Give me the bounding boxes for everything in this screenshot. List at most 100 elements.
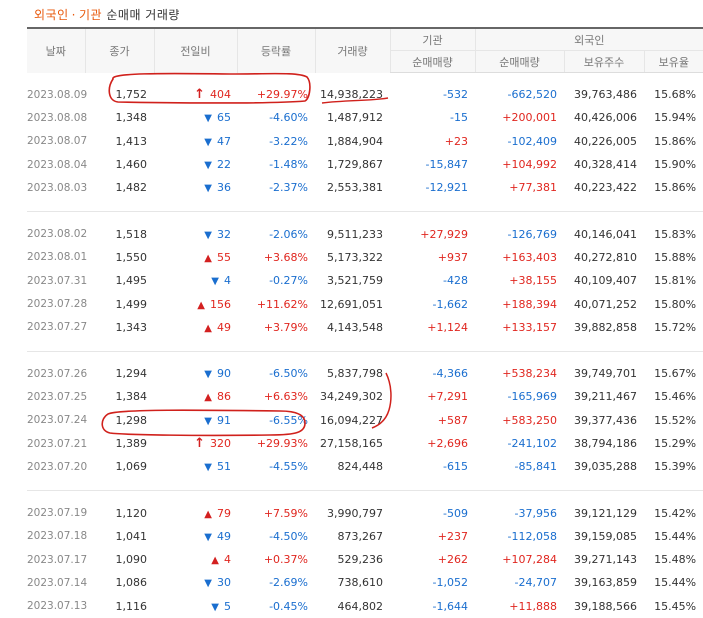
row-foreign-ratio: 15.29%	[654, 437, 697, 450]
row-inst-net: +7,291	[427, 390, 468, 404]
row-change-value: 49	[217, 320, 231, 334]
row-foreign-net: +107,284	[502, 553, 557, 567]
row-close: 1,752	[115, 88, 148, 102]
row-foreign-net: -85,841	[514, 460, 557, 474]
row-date: 2023.08.08	[27, 111, 88, 124]
row-close: 1,499	[115, 297, 148, 311]
row-foreign-ratio: 15.39%	[654, 460, 697, 474]
row-foreign-ratio: 15.45%	[654, 599, 697, 613]
up-triangle-icon: ▲	[204, 508, 212, 520]
row-close: 1,413	[115, 134, 148, 148]
row-volume: 464,802	[337, 599, 384, 613]
col-rate: 등락률	[236, 27, 315, 73]
row-rate: -0.27%	[269, 274, 308, 288]
row-date: 2023.08.03	[27, 181, 88, 194]
row-close: 1,086	[115, 576, 148, 590]
row-foreign-shares: 40,109,407	[574, 274, 637, 288]
row-volume: 16,094,227	[320, 413, 383, 427]
row-change: ▼ 5	[154, 595, 237, 618]
row-foreign-ratio: 15.48%	[654, 553, 697, 567]
down-triangle-icon: ▼	[204, 160, 212, 172]
row-rate: +29.93%	[256, 437, 308, 450]
row-foreign-shares: 39,211,467	[574, 390, 637, 404]
table-row: 2023.07.19 1,120 ▲ 79 +7.59% 3,990,797 -509 -37…	[27, 501, 703, 524]
row-close: 1,069	[115, 460, 148, 474]
row-foreign-net: +538,234	[502, 367, 557, 381]
row-change: ▼ 4	[154, 269, 237, 292]
row-change: ▲ 86	[154, 385, 237, 408]
row-foreign-shares: 39,749,701	[574, 367, 637, 381]
row-date: 2023.07.14	[27, 576, 88, 589]
row-rate: -3.22%	[269, 134, 308, 148]
row-inst-net: -509	[443, 506, 468, 520]
row-date: 2023.07.28	[27, 298, 88, 311]
row-foreign-ratio: 15.44%	[654, 576, 697, 590]
row-rate: -6.50%	[269, 367, 308, 381]
row-foreign-shares: 40,426,006	[574, 111, 637, 125]
row-foreign-shares: 39,882,858	[574, 320, 637, 334]
row-inst-net: +587	[437, 413, 468, 427]
group-separator	[27, 338, 703, 352]
row-foreign-net: +133,157	[502, 320, 557, 334]
row-date: 2023.07.31	[27, 274, 88, 287]
col-foreign-net: 순매매량	[474, 50, 564, 73]
row-date: 2023.07.19	[27, 507, 88, 520]
row-rate: +6.63%	[263, 390, 308, 404]
row-close: 1,389	[115, 437, 148, 450]
row-volume: 5,837,798	[327, 367, 383, 381]
group-gap	[27, 212, 703, 223]
row-foreign-net: +200,001	[502, 111, 557, 125]
row-inst-net: +1,124	[427, 320, 468, 334]
row-change: ▼ 30	[154, 571, 237, 594]
row-foreign-net: -126,769	[507, 227, 557, 241]
row-foreign-net: -662,520	[507, 88, 557, 102]
row-foreign-ratio: 15.67%	[654, 367, 697, 381]
table-row: 2023.07.25 1,384 ▲ 86 +6.63% 34,249,302 +7,291…	[27, 385, 703, 408]
row-close: 1,294	[115, 367, 148, 381]
section-title: 외국인 · 기관 순매매 거래량	[34, 6, 180, 23]
row-volume: 1,729,867	[327, 158, 383, 172]
row-change-value: 404	[210, 88, 231, 102]
up-triangle-icon: ▲	[204, 392, 212, 404]
row-inst-net: -615	[443, 460, 468, 474]
row-rate: -4.50%	[269, 529, 308, 543]
row-close: 1,090	[115, 553, 148, 567]
row-change: ▼ 51	[154, 455, 237, 478]
row-close: 1,482	[115, 181, 148, 195]
down-triangle-icon: ▼	[211, 601, 219, 613]
row-foreign-net: +583,250	[502, 413, 557, 427]
row-foreign-net: +11,888	[509, 599, 557, 613]
row-volume: 27,158,165	[320, 437, 383, 450]
down-triangle-icon: ▼	[204, 415, 212, 427]
row-rate: +11.62%	[256, 297, 308, 311]
row-change-value: 65	[217, 111, 231, 125]
row-change-value: 49	[217, 529, 231, 543]
table-row: 2023.07.31 1,495 ▼ 4 -0.27% 3,521,759 -428 +38,…	[27, 269, 703, 292]
row-rate: +3.79%	[263, 320, 308, 334]
table-row: 2023.07.26 1,294 ▼ 90 -6.50% 5,837,798 -4,366 +…	[27, 362, 703, 385]
row-change-value: 32	[217, 227, 231, 241]
row-volume: 873,267	[337, 529, 384, 543]
row-change-value: 5	[224, 599, 231, 613]
row-foreign-net: +104,992	[502, 158, 557, 172]
row-close: 1,120	[115, 506, 148, 520]
row-inst-net: -12,921	[425, 181, 468, 195]
title-rest: 순매매 거래량	[106, 8, 180, 22]
col-foreign-ratio: 보유율	[643, 50, 703, 73]
row-change: ▼ 65	[154, 106, 237, 129]
row-change: ▲ 55	[154, 246, 237, 269]
row-change-value: 90	[217, 367, 231, 381]
row-change-value: 51	[217, 460, 231, 474]
group-separator	[27, 199, 703, 213]
row-inst-net: +27,929	[420, 227, 468, 241]
table-row: 2023.07.17 1,090 ▲ 4 +0.37% 529,236 +262 +107,2…	[27, 548, 703, 571]
table-row: 2023.08.07 1,413 ▼ 47 -3.22% 1,884,904 +23 -102…	[27, 130, 703, 153]
row-close: 1,116	[115, 599, 148, 613]
row-foreign-net: -102,409	[507, 134, 557, 148]
table-row: 2023.08.01 1,550 ▲ 55 +3.68% 5,173,322 +937 +16…	[27, 246, 703, 269]
title-institution: 기관	[78, 8, 103, 22]
row-foreign-net: +38,155	[509, 274, 557, 288]
row-foreign-shares: 40,226,005	[574, 134, 637, 148]
row-volume: 529,236	[337, 553, 384, 567]
up-triangle-icon: ▲	[204, 252, 212, 264]
